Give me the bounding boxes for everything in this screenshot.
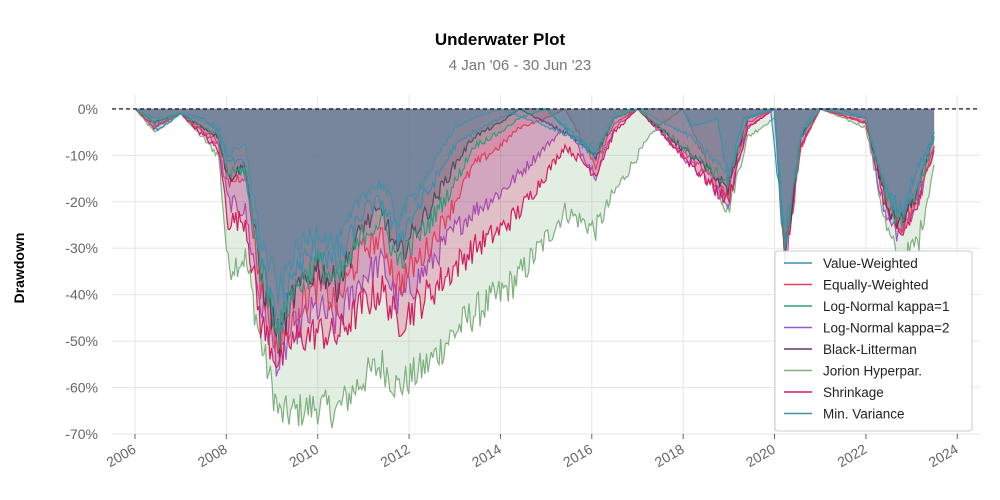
legend-label: Value-Weighted bbox=[823, 256, 918, 271]
series-min-variance bbox=[135, 108, 935, 305]
legend-label: Equally-Weighted bbox=[823, 278, 929, 293]
legend-item: Value-Weighted bbox=[784, 256, 918, 271]
y-tick-label: 0% bbox=[78, 101, 98, 117]
legend-label: Log-Normal kappa=2 bbox=[823, 321, 949, 336]
y-tick-label: -60% bbox=[65, 380, 98, 396]
y-tick-label: -10% bbox=[65, 147, 98, 163]
legend-item: Min. Variance bbox=[784, 407, 905, 422]
series-area bbox=[135, 108, 935, 358]
x-tick-label: 2016 bbox=[560, 441, 595, 471]
series-equally-weighted bbox=[134, 107, 935, 354]
x-tick-label: 2018 bbox=[652, 441, 687, 471]
legend-label: Black-Litterman bbox=[823, 342, 917, 357]
legend-label: Log-Normal kappa=1 bbox=[823, 299, 949, 314]
y-tick-label: -40% bbox=[65, 287, 98, 303]
chart-title: Underwater Plot bbox=[435, 30, 566, 49]
series-area bbox=[135, 108, 935, 377]
legend-item: Shrinkage bbox=[784, 385, 884, 400]
y-tick-label: -20% bbox=[65, 194, 98, 210]
series-area bbox=[135, 108, 935, 354]
x-tick-label: 2022 bbox=[834, 441, 869, 471]
series-line bbox=[134, 107, 935, 354]
legend-label: Jorion Hyperpar. bbox=[823, 364, 922, 379]
y-tick-label: -30% bbox=[65, 240, 98, 256]
series-line bbox=[135, 108, 935, 305]
x-tick-label: 2020 bbox=[743, 441, 778, 471]
legend-label: Min. Variance bbox=[823, 407, 905, 422]
y-tick-label: -70% bbox=[65, 426, 98, 442]
x-tick-label: 2024 bbox=[926, 441, 961, 471]
legend-label: Shrinkage bbox=[823, 385, 884, 400]
series-area bbox=[135, 108, 935, 305]
x-tick-label: 2006 bbox=[104, 441, 139, 471]
series-group bbox=[134, 107, 935, 429]
x-tick-label: 2014 bbox=[469, 441, 504, 471]
legend-item: Equally-Weighted bbox=[784, 278, 929, 293]
legend-items: Value-Weighted Equally-Weighted Log-Normal… bbox=[784, 256, 949, 422]
series-area bbox=[135, 108, 935, 330]
legend-item: Log-Normal kappa=2 bbox=[784, 321, 949, 336]
x-tick-label: 2012 bbox=[378, 441, 413, 471]
x-tick-label: 2008 bbox=[195, 441, 230, 471]
legend-item: Log-Normal kappa=1 bbox=[784, 299, 949, 314]
x-tick-label: 2010 bbox=[286, 441, 321, 471]
y-tick-label: -50% bbox=[65, 333, 98, 349]
legend-item: Jorion Hyperpar. bbox=[784, 364, 922, 379]
legend: Value-Weighted Equally-Weighted Log-Normal… bbox=[774, 250, 973, 432]
chart-subtitle: 4 Jan '06 - 30 Jun '23 bbox=[449, 57, 592, 74]
series-area bbox=[135, 108, 935, 349]
legend-box bbox=[774, 250, 973, 432]
y-axis-label: Drawdown bbox=[11, 233, 27, 304]
y-axis: 0% -10% -20% -30% -40% -50% -60% -70% bbox=[65, 101, 98, 442]
legend-item: Black-Litterman bbox=[784, 342, 917, 357]
x-axis: 2006 2008 2010 2012 2014 2016 2018 2020 2022 2024 bbox=[104, 434, 961, 470]
